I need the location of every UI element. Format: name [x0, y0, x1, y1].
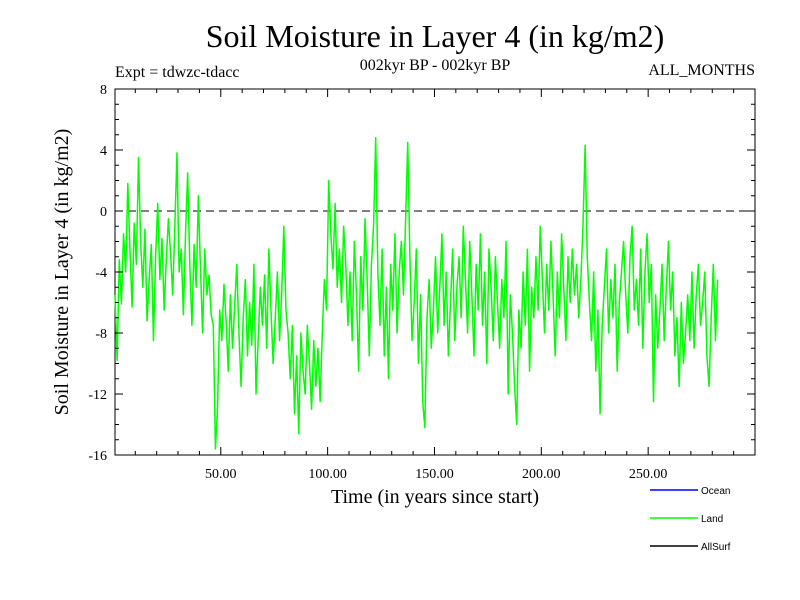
- y-tick-label: -12: [88, 388, 107, 403]
- y-tick-label: 8: [100, 83, 107, 98]
- legend: Ocean Land AllSurf: [650, 486, 731, 553]
- x-tick-label: 100.00: [308, 467, 347, 482]
- x-tick-label: 150.00: [415, 467, 454, 482]
- legend-label-ocean: Ocean: [701, 486, 730, 497]
- y-axis-label: Soil Moisture in Layer 4 (in kg/m2): [51, 129, 73, 416]
- y-tick-label: -4: [95, 266, 107, 281]
- months-label: ALL_MONTHS: [648, 62, 755, 79]
- y-tick-label: 4: [100, 144, 107, 159]
- legend-label-land: Land: [701, 514, 723, 525]
- chart-title: Soil Moisture in Layer 4 (in kg/m2): [206, 18, 665, 54]
- x-tick-label: 250.00: [629, 467, 668, 482]
- series-line-land: [114, 137, 719, 450]
- x-tick-label: 200.00: [522, 467, 561, 482]
- y-tick-label: 0: [100, 205, 107, 220]
- y-tick-label: -8: [95, 327, 107, 342]
- x-tick-label: 50.00: [205, 467, 237, 482]
- x-axis: 50.00 100.00 150.00 200.00 250.00: [134, 89, 735, 482]
- x-axis-label: Time (in years since start): [331, 486, 539, 508]
- legend-label-allsurf: AllSurf: [701, 542, 731, 553]
- y-tick-label: -16: [88, 449, 107, 464]
- period-label: 002kyr BP - 002kyr BP: [360, 57, 511, 74]
- y-axis: -16 -12 -8 -4 0 4 8: [88, 83, 755, 464]
- experiment-label: Expt = tdwzc-tdacc: [115, 64, 240, 81]
